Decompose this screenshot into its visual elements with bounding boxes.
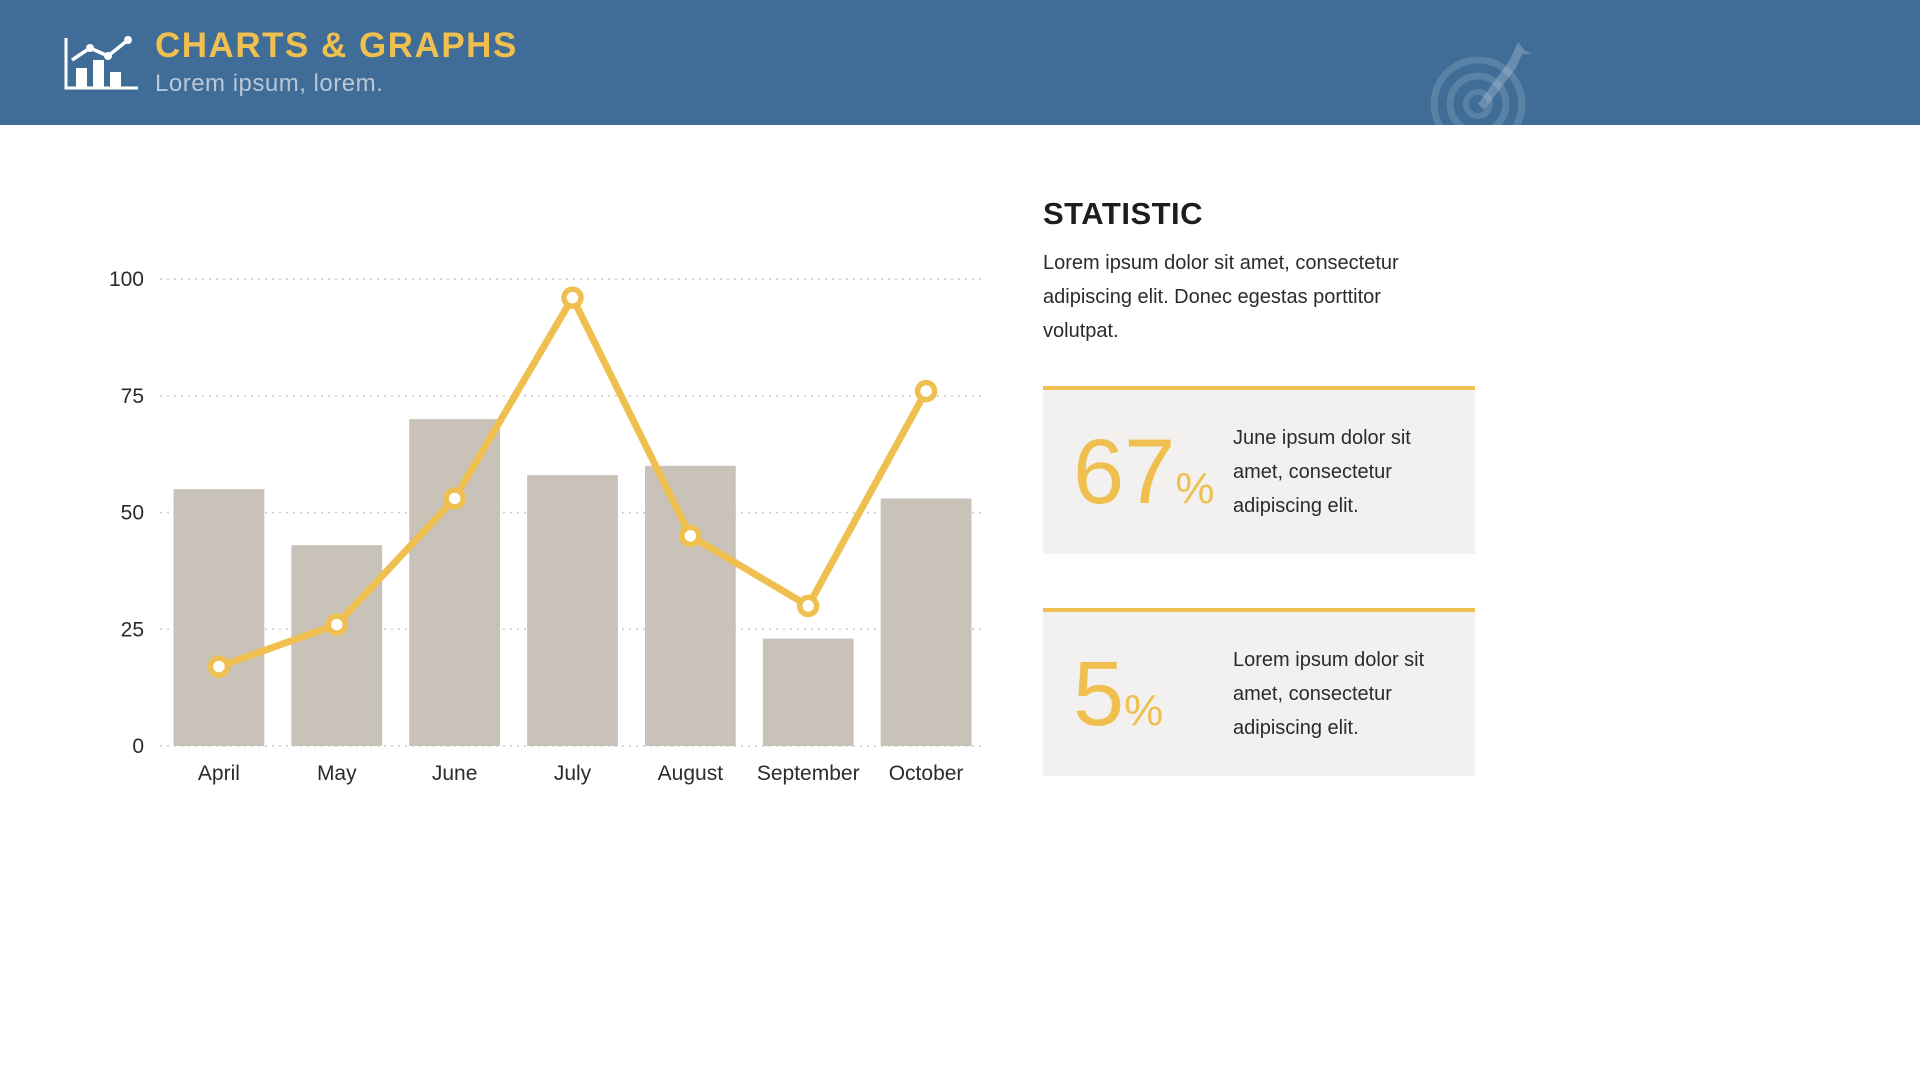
x-category-label: May [317, 762, 357, 785]
bar [291, 545, 383, 746]
x-category-label: July [554, 762, 592, 785]
marker [796, 594, 820, 618]
bar [527, 475, 618, 746]
stat-value: 5 [1073, 643, 1125, 745]
statistic-heading: STATISTIC [1043, 196, 1204, 231]
marker [914, 379, 938, 403]
stat-unit: % [1175, 464, 1215, 513]
stat-description: Lorem ipsum dolor sit amet, consectetur … [1233, 649, 1425, 739]
page-subtitle: Lorem ipsum, lorem. [155, 70, 384, 97]
stat-value: 67 [1073, 421, 1176, 523]
combo-chart: 0 25 50 75 100 April May June July August Septembe… [90, 238, 1010, 818]
target-with-dart-icon [1430, 42, 1532, 125]
y-tick-label: 100 [109, 268, 144, 291]
x-category-label: April [198, 762, 240, 785]
y-tick-label: 25 [121, 618, 144, 641]
bar [173, 489, 265, 746]
stat-description: June ipsum dolor sit amet, consectetur a… [1233, 427, 1411, 517]
stat-number: 5 % [1043, 648, 1233, 740]
stat-card-5: 5 % Lorem ipsum dolor sit amet, consecte… [1043, 608, 1475, 776]
bar [762, 638, 854, 746]
header-bar: CHARTS & GRAPHS Lorem ipsum, lorem. [0, 0, 1920, 125]
y-tick-label: 75 [121, 385, 144, 408]
bar [644, 465, 736, 746]
y-tick-label: 0 [132, 735, 144, 758]
stat-number: 67 % [1043, 426, 1233, 518]
bar [409, 419, 501, 746]
x-category-label: June [432, 762, 478, 785]
marker [561, 286, 584, 309]
marker [207, 655, 231, 678]
y-tick-label: 50 [121, 502, 144, 525]
marker [443, 487, 466, 510]
marker [679, 524, 702, 548]
combo-chart-svg: 0 25 50 75 100 April May June July August Septembe… [109, 268, 985, 785]
x-category-label: September [757, 762, 860, 785]
page-title: CHARTS & GRAPHS [155, 26, 518, 65]
x-category-label: August [658, 762, 724, 785]
stat-card-67: 67 % June ipsum dolor sit amet, consecte… [1043, 386, 1475, 554]
x-category-label: October [889, 762, 964, 785]
marker [325, 613, 349, 636]
stat-unit: % [1124, 686, 1164, 735]
bar-chart-logo-icon [64, 36, 138, 90]
bar [880, 498, 972, 746]
statistic-paragraph: Lorem ipsum dolor sit amet, consectetur … [1043, 252, 1399, 342]
